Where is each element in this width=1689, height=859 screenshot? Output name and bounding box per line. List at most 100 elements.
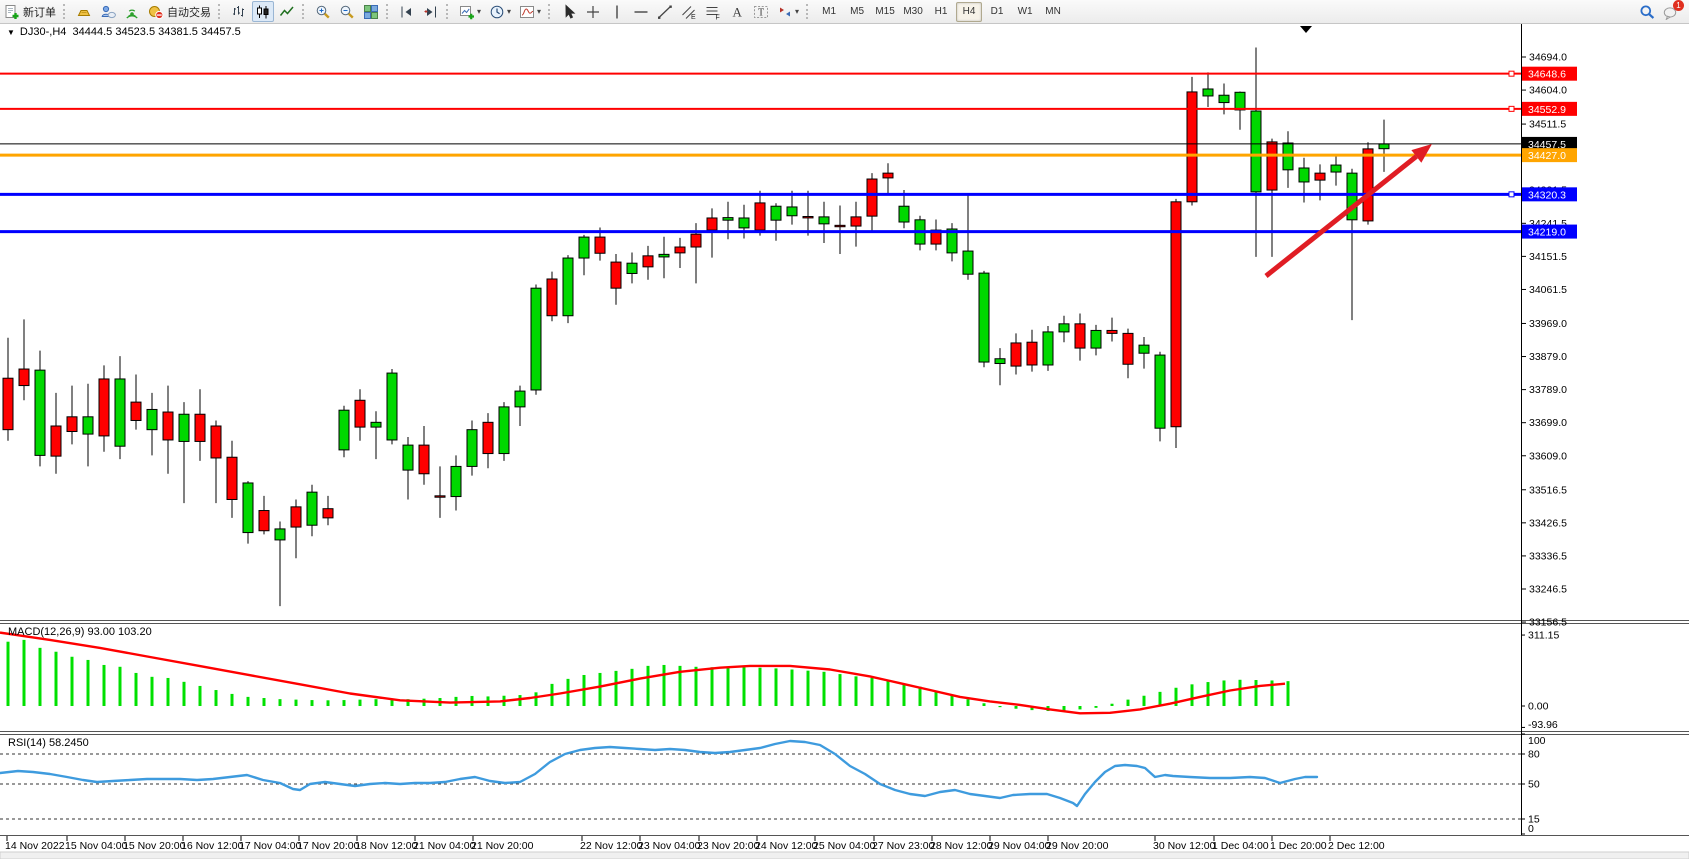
price-lines[interactable]: [0, 70, 1521, 234]
chart-title[interactable]: ▼ DJ30-,H4 34444.5 34523.5 34381.5 34457…: [7, 26, 241, 38]
macd-signal-line: [0, 631, 1286, 715]
dropdown-caret-icon[interactable]: ▾: [795, 7, 800, 16]
tf-h1[interactable]: H1: [928, 2, 954, 22]
fibonacci-button[interactable]: F: [702, 1, 724, 22]
vertical-line-button[interactable]: [606, 1, 628, 22]
label-button[interactable]: T: [750, 1, 772, 22]
deposit-button[interactable]: [73, 1, 95, 22]
cursor-button[interactable]: [558, 1, 580, 22]
collapse-icon[interactable]: ▼: [7, 27, 15, 37]
templates-button[interactable]: ▾: [516, 1, 544, 22]
line-handle[interactable]: [1508, 105, 1515, 112]
candle-up: [962, 250, 974, 275]
macd-bar: [518, 695, 522, 706]
bars-chart-icon: [233, 5, 244, 16]
dropdown-caret-icon[interactable]: ▾: [507, 7, 512, 16]
toolbar-separator: [302, 4, 307, 19]
macd-bar: [1270, 680, 1274, 706]
time-tick-label: 14 Nov 2022: [5, 840, 65, 852]
toolbar-separator: [548, 4, 553, 19]
period-menu-button[interactable]: ▾: [486, 1, 514, 22]
arrows-button[interactable]: ▾: [774, 1, 802, 22]
auto-scroll-button[interactable]: [396, 1, 418, 22]
dropdown-caret-icon[interactable]: ▾: [477, 7, 482, 16]
macd-bar: [1222, 680, 1226, 706]
tile-windows-button[interactable]: [360, 1, 382, 22]
search-button[interactable]: [1636, 1, 1658, 22]
macd-bar: [374, 699, 378, 706]
zoom-in-button[interactable]: [312, 1, 334, 22]
account-cloud-button[interactable]: [97, 1, 119, 22]
macd-bar: [1286, 681, 1290, 706]
horizontal-line-button[interactable]: [630, 1, 652, 22]
price-tick-label: 33336.5: [1529, 550, 1567, 562]
candle-down: [642, 255, 654, 268]
candle-down: [50, 425, 62, 457]
candle-down: [1362, 148, 1374, 222]
svg-text:34648.6: 34648.6: [1528, 69, 1566, 81]
macd-bar: [54, 651, 58, 706]
dropdown-caret-icon[interactable]: ▾: [537, 7, 542, 16]
macd-bar: [22, 639, 26, 706]
tf-m1[interactable]: M1: [816, 2, 842, 22]
notification-badge: 1: [1673, 0, 1684, 11]
tf-h4[interactable]: H4: [956, 1, 983, 22]
toolbar-group: M1 M5 M15 M30 H1 H4 D1 W1 MN: [815, 0, 1067, 23]
tf-m30[interactable]: M30: [900, 2, 926, 22]
line-handle[interactable]: [1508, 191, 1515, 198]
candle-down: [98, 378, 110, 437]
channel-button[interactable]: E: [678, 1, 700, 22]
new-order-button[interactable]: 新订单: [1, 1, 59, 22]
time-tick-label: 23 Nov 20:00: [697, 840, 760, 852]
macd-tick-label: 0.00: [1528, 701, 1549, 713]
candle-chart-button[interactable]: [252, 1, 274, 22]
tf-m15[interactable]: M15: [872, 2, 898, 22]
candle-up: [274, 528, 286, 541]
tf-mn[interactable]: MN: [1040, 2, 1066, 22]
crosshair-button[interactable]: [582, 1, 604, 22]
macd-bar: [758, 667, 762, 706]
macd-bar: [118, 666, 122, 706]
macd-bar: [662, 664, 666, 706]
annotation-arrow[interactable]: [1264, 144, 1432, 278]
time-tick-label: 27 Nov 23:00: [872, 840, 935, 852]
bar-chart-button[interactable]: [228, 1, 250, 22]
candle-down: [754, 202, 766, 231]
notifications-button[interactable]: 1: [1660, 0, 1684, 22]
chat-icon: [1663, 6, 1677, 20]
candle-up: [898, 205, 910, 223]
macd-bar: [726, 666, 730, 706]
line-chart-button[interactable]: [276, 1, 298, 22]
signals-button[interactable]: [121, 1, 143, 22]
candle-down: [546, 278, 558, 317]
price-badge-34320.3: 34320.3: [1522, 187, 1577, 202]
price-axis[interactable]: 34694.034604.034511.534421.534331.534241…: [1521, 52, 1577, 629]
tf-d1[interactable]: D1: [984, 2, 1010, 22]
time-tick-label: 22 Nov 12:00: [580, 840, 643, 852]
candle-down: [434, 495, 446, 498]
candle-up: [562, 257, 574, 317]
candle-up: [34, 369, 46, 456]
line-handle[interactable]: [1508, 70, 1515, 77]
text-button[interactable]: A: [726, 1, 748, 22]
macd-bar: [838, 674, 842, 706]
macd-bar: [1158, 691, 1162, 706]
macd-bar: [1030, 706, 1034, 711]
zoom-out-button[interactable]: [336, 1, 358, 22]
price-badge-34219.0: 34219.0: [1522, 224, 1577, 239]
trendline-button[interactable]: [654, 1, 676, 22]
tf-m5[interactable]: M5: [844, 2, 870, 22]
chart-shift-button[interactable]: [420, 1, 442, 22]
toolbar-separator: [63, 4, 68, 19]
candle-down: [290, 506, 302, 528]
user-cloud-icon: [101, 5, 116, 18]
candle-up: [626, 262, 638, 274]
macd-bar: [102, 664, 106, 706]
autotrade-button[interactable]: 自动交易: [145, 1, 214, 22]
new-chart-button[interactable]: ▾: [456, 1, 484, 22]
chart-shift-marker[interactable]: [1300, 26, 1312, 33]
tf-w1[interactable]: W1: [1012, 2, 1038, 22]
macd-bar: [278, 699, 282, 706]
candle-up: [578, 236, 590, 259]
